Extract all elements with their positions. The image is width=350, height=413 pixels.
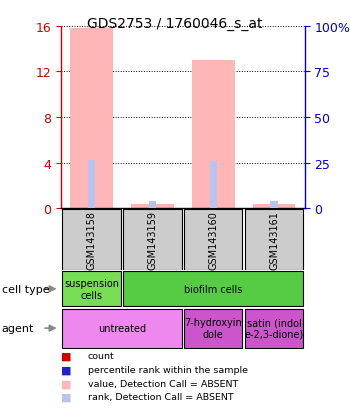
Text: ■: ■ xyxy=(61,392,72,402)
Text: GSM143158: GSM143158 xyxy=(87,210,97,269)
Bar xyxy=(245,209,303,270)
Bar xyxy=(131,204,174,209)
Bar xyxy=(253,204,295,209)
Bar xyxy=(149,202,156,209)
Text: count: count xyxy=(88,351,114,361)
Text: value, Detection Call = ABSENT: value, Detection Call = ABSENT xyxy=(88,379,238,388)
Text: suspension
cells: suspension cells xyxy=(64,278,119,300)
Text: GSM143159: GSM143159 xyxy=(147,210,158,269)
Bar xyxy=(245,309,303,348)
Text: satin (indol
e-2,3-dione): satin (indol e-2,3-dione) xyxy=(244,318,304,339)
Text: agent: agent xyxy=(2,323,34,333)
Bar xyxy=(210,162,217,209)
Text: percentile rank within the sample: percentile rank within the sample xyxy=(88,365,247,374)
Bar xyxy=(184,209,243,270)
Text: GSM143160: GSM143160 xyxy=(208,210,218,269)
Bar xyxy=(271,202,278,209)
Bar xyxy=(62,309,182,348)
Text: 7-hydroxyin
dole: 7-hydroxyin dole xyxy=(184,318,242,339)
Text: ■: ■ xyxy=(61,365,72,375)
Bar xyxy=(123,272,303,306)
Bar xyxy=(88,161,95,209)
Bar xyxy=(62,209,121,270)
Bar xyxy=(123,209,182,270)
Text: GDS2753 / 1760046_s_at: GDS2753 / 1760046_s_at xyxy=(87,17,263,31)
Text: rank, Detection Call = ABSENT: rank, Detection Call = ABSENT xyxy=(88,392,233,401)
Text: GSM143161: GSM143161 xyxy=(269,210,279,269)
Bar xyxy=(192,61,234,209)
Text: ■: ■ xyxy=(61,351,72,361)
Bar xyxy=(62,272,121,306)
Text: untreated: untreated xyxy=(98,323,146,333)
Text: cell type: cell type xyxy=(2,284,49,294)
Text: ■: ■ xyxy=(61,378,72,388)
Bar xyxy=(70,29,113,209)
Bar xyxy=(184,309,243,348)
Text: biofilm cells: biofilm cells xyxy=(184,284,243,294)
